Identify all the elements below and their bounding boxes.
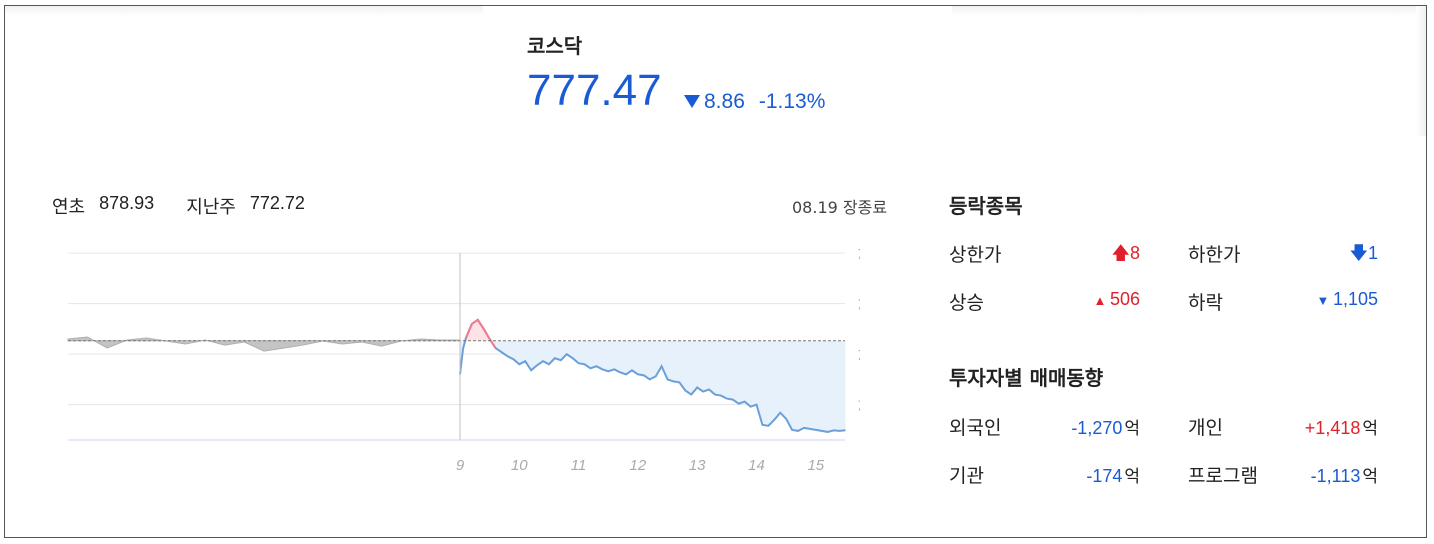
foreign-value: -1,270: [1071, 418, 1123, 438]
x-tick-label: 9: [456, 457, 465, 474]
change-amount: 8.86: [684, 90, 745, 114]
rise-value: 506: [1109, 289, 1140, 309]
x-tick-label: 11: [571, 457, 587, 474]
rise-count: ▲ 506: [1093, 289, 1140, 310]
shadow-decoration: [5, 6, 483, 16]
index-change: 8.86 -1.13%: [684, 90, 825, 114]
fall-label: 하락: [1188, 292, 1223, 314]
rise-fall-title: 등락종목: [949, 194, 1023, 218]
unit-label: 억: [1124, 467, 1140, 487]
shadow-decoration: [1416, 6, 1426, 136]
index-widget: [4, 5, 1427, 538]
market-status: 08.19 장종료: [792, 198, 888, 217]
y-tick-label: 790: [857, 297, 860, 314]
today-area: [460, 340, 846, 432]
fall-count: ▼ 1,105: [1316, 289, 1378, 310]
index-name[interactable]: 코스닥: [527, 34, 583, 58]
fall-value: 1,105: [1332, 289, 1378, 309]
individual-amount: +1,418 억: [1305, 414, 1378, 439]
change-percent: -1.13%: [758, 90, 826, 113]
individual-value: +1,418: [1304, 418, 1361, 438]
program-label: 프로그램: [1188, 465, 1258, 487]
intraday-chart: 795 790 785 780 9 10 11 12 13 14 15: [67, 246, 860, 474]
down-arrow-icon: 🡇: [1349, 243, 1368, 263]
foreign-amount: -1,270 억: [1071, 414, 1140, 439]
today-line: [459, 318, 846, 433]
up-arrow-icon: 🡅: [1111, 243, 1130, 263]
today-up-area: [460, 319, 846, 341]
lastweek-label: 지난주: [186, 197, 236, 218]
institution-label: 기관: [949, 465, 984, 487]
upper-limit-value: 8: [1129, 243, 1140, 263]
upper-limit-count: 🡅8: [1111, 241, 1140, 271]
x-tick-label: 15: [807, 457, 824, 474]
y-tick-label: 785: [857, 347, 860, 364]
ytd-label: 연초: [52, 197, 86, 218]
prev-session-area: [67, 336, 461, 352]
institution-value: -174: [1086, 466, 1123, 486]
x-tick-label: 10: [511, 457, 528, 474]
lastweek-value: 772.72: [249, 193, 305, 213]
upper-limit-label: 상한가: [949, 244, 1002, 266]
institution-amount: -174 억: [1086, 462, 1140, 487]
unit-label: 억: [1124, 419, 1140, 439]
rise-label: 상승: [949, 292, 984, 314]
x-tick-label: 12: [630, 457, 647, 474]
lower-limit-count: 🡇1: [1349, 241, 1378, 271]
summary-stats: 연초 878.93 지난주 772.72: [52, 193, 323, 219]
lower-limit-value: 1: [1367, 243, 1378, 263]
unit-label: 억: [1362, 467, 1378, 487]
program-amount: -1,113 억: [1311, 462, 1378, 487]
shadow-decoration: [952, 6, 1422, 16]
lower-limit-label: 하한가: [1188, 244, 1241, 266]
index-value: 777.47: [527, 66, 662, 115]
change-value: 8.86: [704, 90, 745, 113]
x-tick-label: 14: [748, 457, 765, 474]
unit-label: 억: [1362, 419, 1378, 439]
y-tick-label: 780: [857, 398, 860, 415]
down-arrow-icon: [684, 95, 700, 108]
ytd-value: 878.93: [99, 193, 155, 213]
triangle-up-icon: ▲: [1093, 293, 1110, 308]
investor-title: 투자자별 매매동향: [949, 366, 1104, 390]
individual-label: 개인: [1188, 417, 1223, 439]
triangle-down-icon: ▼: [1316, 293, 1333, 308]
foreign-label: 외국인: [949, 417, 1002, 439]
program-value: -1,113: [1310, 466, 1361, 486]
y-tick-label: 795: [857, 246, 860, 263]
x-tick-label: 13: [689, 457, 706, 474]
